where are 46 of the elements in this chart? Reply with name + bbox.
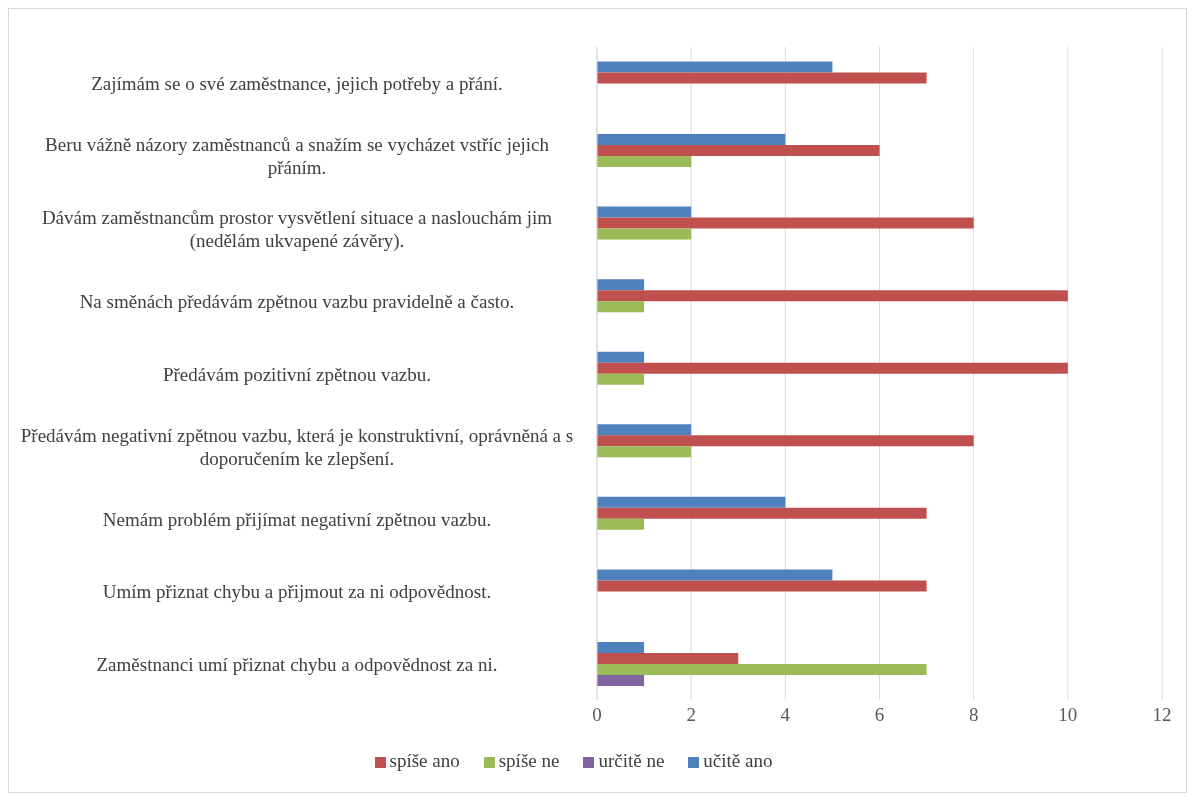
y-tick-label: Předávám negativní zpětnou vazbu, která je konstruktivní, oprávněná a s doporučením ke zlepšení.	[20, 424, 574, 469]
y-tick-label: Dávám zaměstnancům prostor vysvětlení situace a naslouchám jim (nedělám ukvapené závěry).	[41, 206, 553, 252]
legend-label: spíše ano	[389, 750, 460, 771]
y-tick-label: Na směnách předávám zpětnou vazbu pravidelně a často.	[79, 290, 515, 312]
bar	[597, 435, 974, 447]
bar	[597, 290, 1068, 302]
bar	[597, 228, 692, 240]
y-tick-label: Umím přiznat chybu a přijmout za ni odpovědnost.	[102, 580, 492, 602]
bar	[597, 217, 974, 229]
bar	[597, 279, 645, 291]
bar	[597, 446, 692, 458]
bar	[597, 156, 692, 168]
bar	[597, 145, 880, 157]
bar	[597, 362, 1068, 374]
y-tick-label: Zaměstnanci umí přiznat chybu a odpovědnost za ni.	[96, 653, 498, 675]
x-tick-label: 0	[592, 704, 602, 726]
bar	[597, 373, 645, 385]
x-tick-label: 10	[1058, 704, 1078, 726]
x-tick-label: 6	[874, 704, 885, 726]
bar	[597, 206, 692, 218]
bar	[597, 641, 645, 653]
x-tick-label: 4	[780, 704, 791, 726]
bar	[597, 674, 645, 686]
bar	[597, 663, 927, 675]
x-tick-label: 8	[968, 704, 979, 726]
legend-label: učitě ano	[703, 750, 773, 771]
y-tick-label: Nemám problém přijímat negativní zpětnou vazbu.	[102, 508, 492, 530]
bar	[597, 518, 645, 530]
bar	[597, 569, 833, 581]
legend-label: spíše ne	[498, 750, 560, 771]
x-tick-label: 12	[1152, 704, 1172, 726]
bar	[597, 652, 739, 664]
bar	[597, 424, 692, 436]
bar	[597, 61, 833, 73]
bar	[597, 351, 645, 363]
y-tick-label: Zajímám se o své zaměstnance, jejich potřeby a přání.	[91, 72, 503, 94]
bar	[597, 580, 927, 592]
x-tick-label: 2	[686, 704, 696, 726]
bar	[597, 72, 927, 84]
y-tick-label: Beru vážně názory zaměstnanců a snažím se vycházet vstříc jejich přáním.	[45, 133, 550, 178]
bar	[597, 496, 786, 508]
legend-label: určitě ne	[598, 750, 665, 771]
y-tick-label: Předávám pozitivní zpětnou vazbu.	[162, 363, 432, 384]
bar	[597, 134, 786, 146]
bar	[597, 507, 927, 519]
bar	[597, 301, 645, 313]
